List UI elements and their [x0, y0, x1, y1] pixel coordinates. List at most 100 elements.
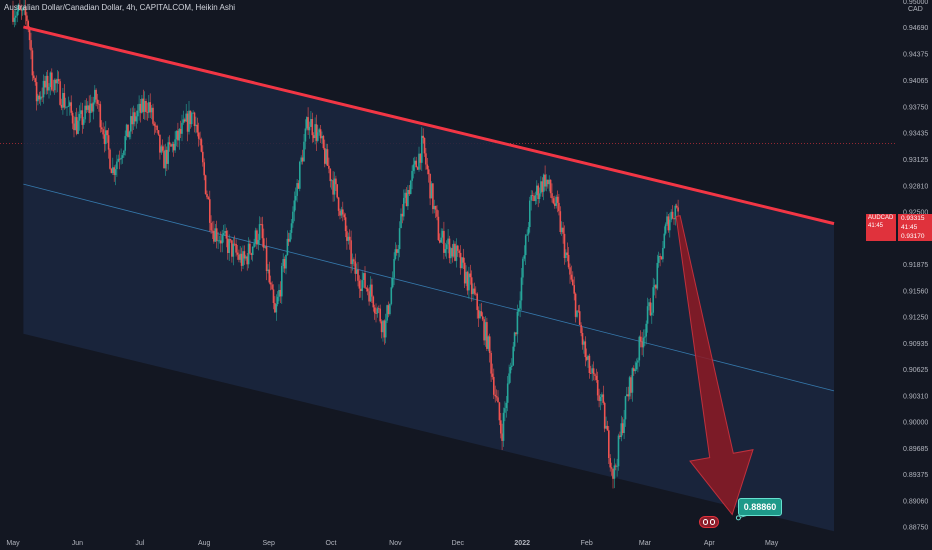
- candle-body: [281, 266, 283, 297]
- channel-fill: [23, 26, 834, 532]
- candle-body: [344, 217, 347, 232]
- price-tick-label: 0.95000: [903, 0, 928, 6]
- candle-body: [627, 394, 629, 397]
- candle-body: [143, 101, 146, 112]
- candle-body: [677, 207, 679, 212]
- candle-body: [243, 251, 246, 259]
- candle-body: [113, 167, 115, 175]
- candle-body: [378, 308, 380, 310]
- candle-body: [592, 368, 595, 375]
- candle-body: [612, 468, 614, 479]
- candle-body: [556, 196, 559, 203]
- candle-body: [38, 95, 41, 100]
- candle-body: [578, 311, 581, 325]
- forecast-arrow[interactable]: [675, 215, 754, 516]
- candle-body: [203, 162, 205, 176]
- candle-body: [638, 336, 641, 361]
- candle-body: [224, 231, 226, 233]
- candle-body: [85, 105, 88, 110]
- candle-body: [303, 141, 305, 162]
- time-tick-label: Dec: [452, 540, 465, 547]
- candle-body: [459, 252, 462, 269]
- candle-body: [422, 135, 424, 138]
- candle-body: [337, 197, 340, 211]
- candle-body: [472, 288, 474, 295]
- candle-body: [192, 112, 194, 114]
- candle-body: [461, 257, 463, 269]
- candle-body: [610, 467, 613, 469]
- candle-body: [585, 357, 588, 360]
- candle-body: [324, 148, 326, 164]
- target-price-label[interactable]: 0.88860: [738, 498, 782, 516]
- upper-trendline[interactable]: [23, 25, 835, 226]
- candle-body: [157, 130, 160, 135]
- candle-body: [587, 355, 589, 360]
- candle-body: [513, 332, 516, 347]
- candle-body: [384, 320, 387, 338]
- candle-body: [634, 369, 636, 372]
- candle-body: [209, 199, 211, 223]
- tradingview-logo-icon[interactable]: [699, 516, 719, 528]
- candle-body: [306, 117, 308, 129]
- currency-label: CAD: [908, 6, 923, 13]
- candle-body: [314, 124, 316, 138]
- candle-body: [389, 303, 391, 315]
- candle-body: [558, 202, 560, 212]
- candle-body: [494, 394, 496, 397]
- price-tick-label: 0.94690: [903, 25, 928, 32]
- candle-body: [642, 337, 645, 348]
- time-axis[interactable]: May Jun Jul Aug Sep Oct Nov Dec 2022 Feb Mar Apr May: [6, 540, 778, 547]
- time-tick-label: Oct: [326, 540, 337, 547]
- candle-body: [433, 206, 435, 210]
- candle-body: [127, 124, 129, 138]
- candle-body: [66, 106, 68, 108]
- target-point[interactable]: [735, 515, 741, 521]
- price-tick-label: 0.94065: [903, 78, 928, 85]
- candle-body: [531, 195, 534, 196]
- candle-body: [197, 132, 200, 139]
- candle-body: [387, 305, 390, 315]
- candle-body: [493, 376, 495, 395]
- candle-body: [619, 435, 621, 437]
- price-tick-label: 0.89060: [903, 499, 928, 506]
- candle-body: [353, 259, 355, 262]
- candle-body: [544, 174, 546, 187]
- candle-body: [228, 239, 230, 253]
- candle-body: [297, 183, 300, 189]
- candle-body: [545, 179, 548, 187]
- candle-body: [452, 243, 455, 257]
- candle-body: [141, 98, 143, 113]
- candle-body: [542, 174, 545, 192]
- candle-body: [204, 175, 207, 194]
- candle-body: [645, 323, 647, 337]
- candle-body: [121, 155, 124, 158]
- candle-body: [448, 238, 451, 259]
- candle-body: [326, 149, 329, 166]
- candle-body: [573, 285, 575, 294]
- candle-body: [366, 288, 369, 292]
- candle-body: [348, 236, 351, 241]
- candle-body: [526, 234, 528, 236]
- candle-body: [247, 243, 250, 265]
- candle-body: [659, 256, 661, 257]
- price-tick-label: 0.92810: [903, 183, 928, 190]
- candle-body: [454, 243, 456, 261]
- candle-body: [425, 153, 427, 165]
- candle-body: [501, 433, 503, 441]
- price-axis[interactable]: 0.95000 0.94690 0.94375 0.94065 0.93750 0.934…: [897, 0, 932, 550]
- candle-body: [188, 110, 190, 132]
- candle-body: [289, 232, 291, 242]
- candle-body: [329, 168, 332, 182]
- price-tick-label: 0.91250: [903, 314, 928, 321]
- candle-body: [44, 80, 46, 88]
- candle-body: [229, 239, 232, 241]
- candle-body: [99, 104, 102, 128]
- candle-body: [261, 224, 264, 239]
- candle-body: [46, 75, 49, 91]
- candle-body: [231, 240, 233, 257]
- candle-body: [554, 203, 556, 206]
- candle-body: [28, 29, 31, 41]
- candle-body: [529, 200, 531, 227]
- candle-body: [362, 273, 365, 280]
